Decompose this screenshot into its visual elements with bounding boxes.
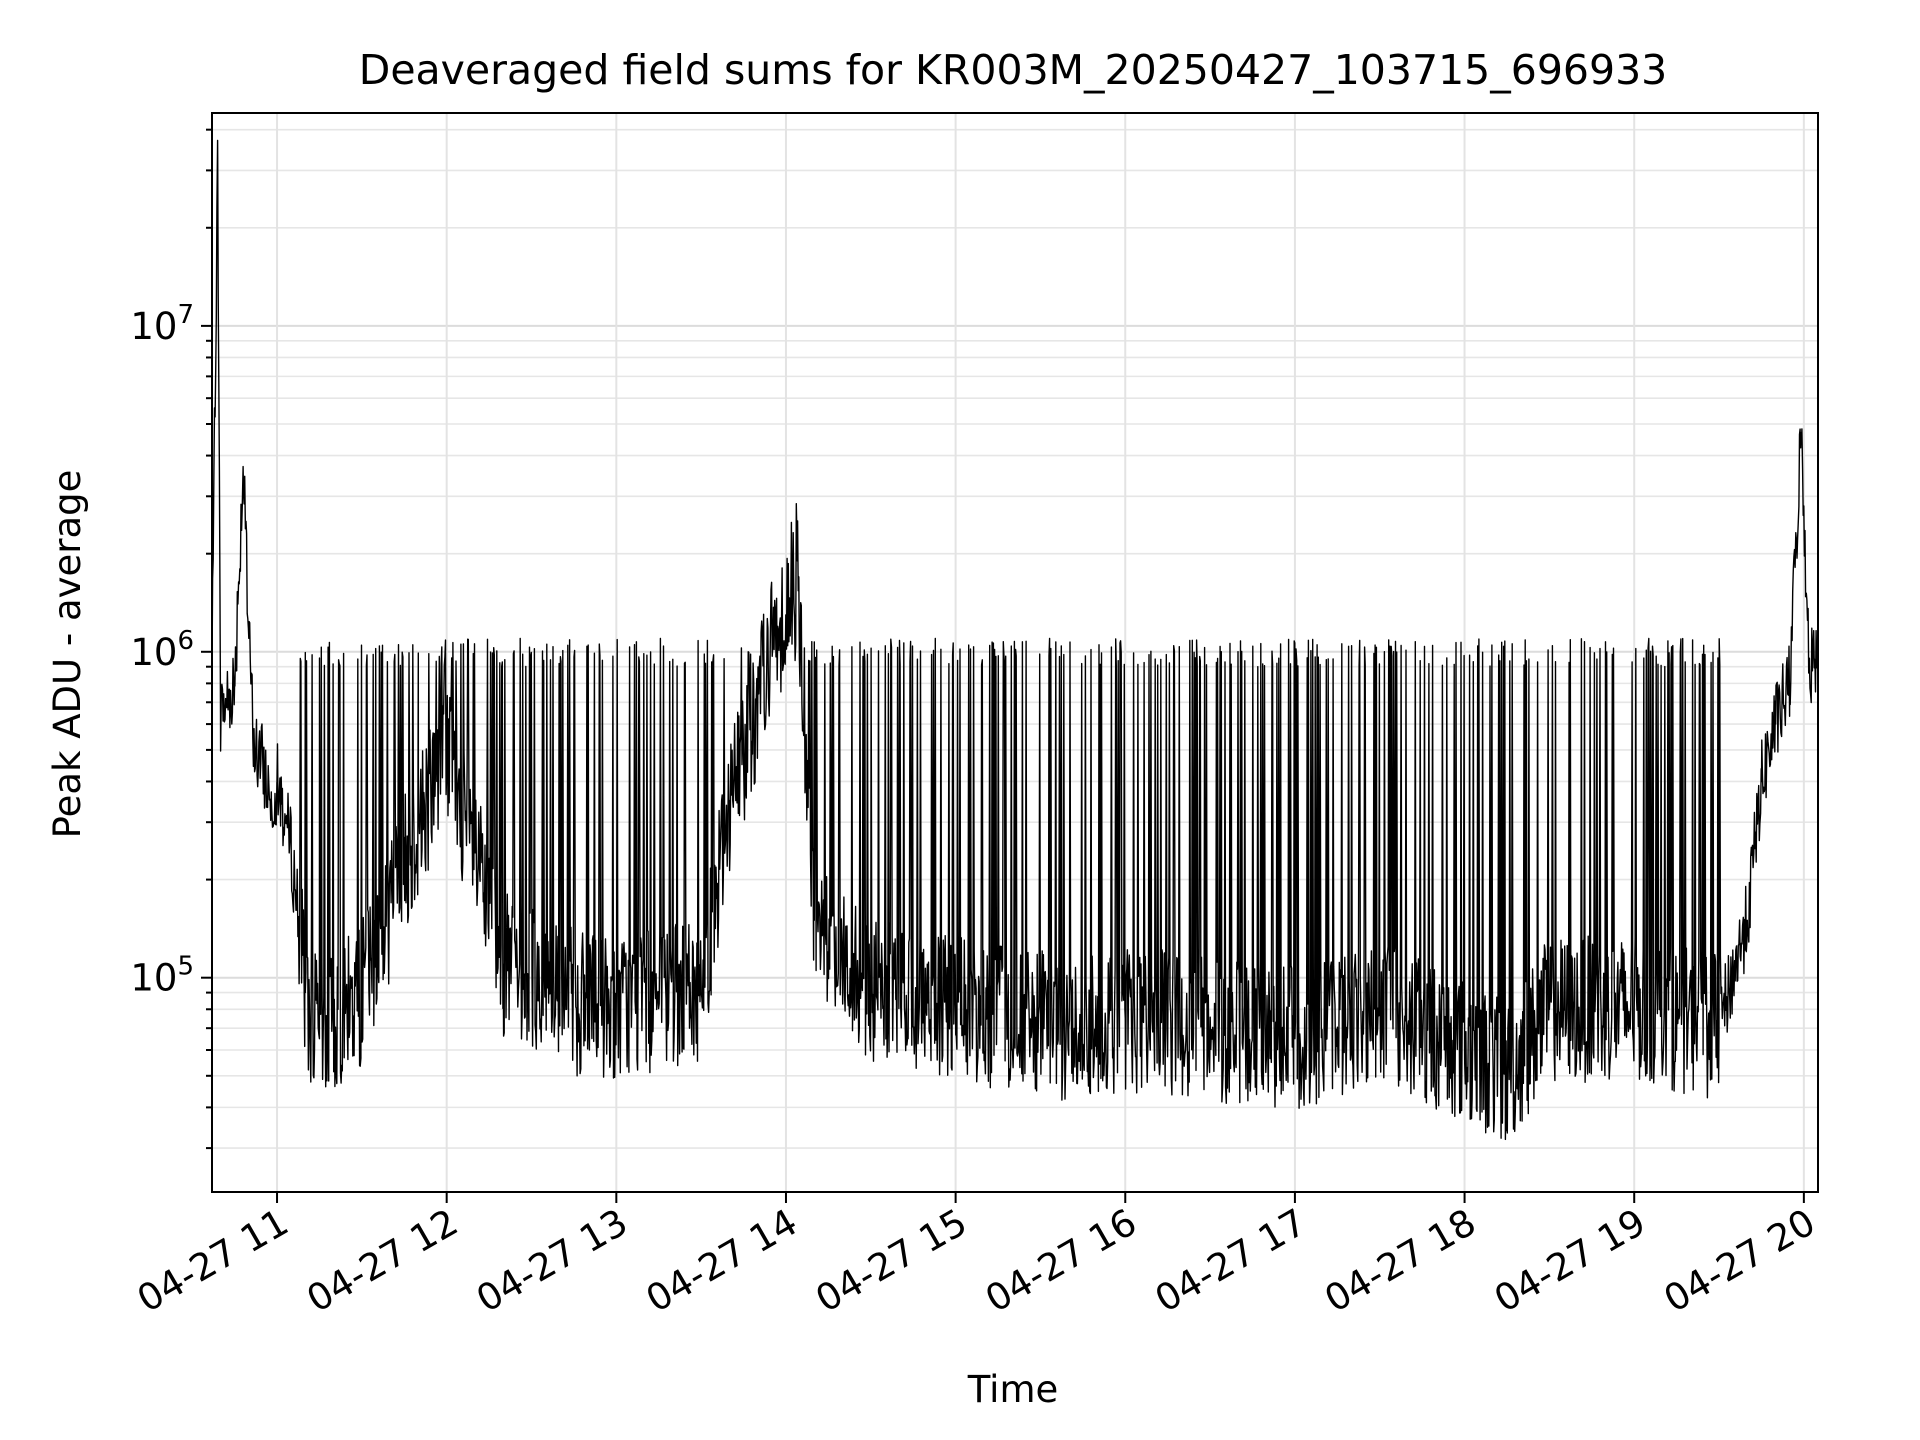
x-tick-label: 04-27 14 <box>639 1201 805 1321</box>
y-axis: 105 106 107 <box>130 128 212 1150</box>
y-tick-label: 106 <box>130 626 194 674</box>
x-axis-label: Time <box>967 1368 1059 1411</box>
series-line-path <box>211 139 1819 1141</box>
x-tick-label: 04-27 18 <box>1317 1201 1483 1321</box>
y-tick-label: 105 <box>130 952 194 1000</box>
x-tick-label: 04-27 11 <box>130 1201 296 1321</box>
x-tick-label: 04-27 12 <box>300 1201 466 1321</box>
x-tick-label: 04-27 19 <box>1487 1201 1653 1321</box>
x-tick-label: 04-27 17 <box>1148 1201 1314 1321</box>
x-tick-label: 04-27 15 <box>809 1201 975 1321</box>
x-tick-label: 04-27 16 <box>978 1201 1144 1321</box>
x-axis: 04-27 11 04-27 12 04-27 13 04-27 14 04-27 15… <box>130 1192 1822 1321</box>
x-tick-label: 04-27 20 <box>1657 1201 1823 1321</box>
series-line <box>211 139 1819 1141</box>
y-tick-label: 107 <box>130 300 194 348</box>
chart-title: Deaveraged field sums for KR003M_2025042… <box>359 46 1668 94</box>
y-axis-label: Peak ADU - average <box>46 470 89 839</box>
x-tick-label: 04-27 13 <box>469 1201 635 1321</box>
